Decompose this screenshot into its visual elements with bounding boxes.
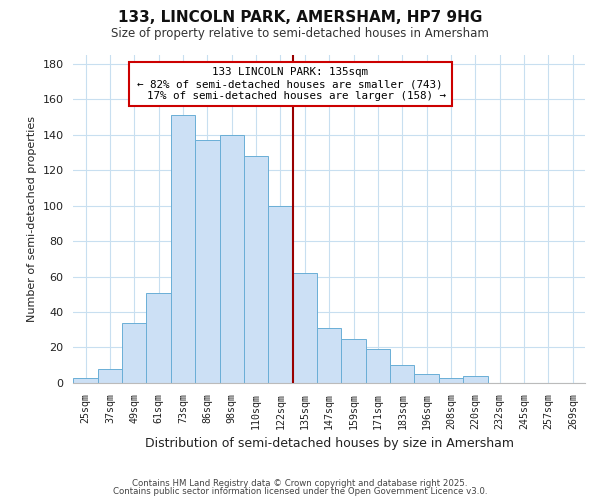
Text: Contains HM Land Registry data © Crown copyright and database right 2025.: Contains HM Land Registry data © Crown c… <box>132 478 468 488</box>
Bar <box>463 376 488 383</box>
Bar <box>415 374 439 383</box>
Bar <box>293 273 317 383</box>
Bar <box>366 350 390 383</box>
Text: 133, LINCOLN PARK, AMERSHAM, HP7 9HG: 133, LINCOLN PARK, AMERSHAM, HP7 9HG <box>118 10 482 25</box>
Bar <box>220 135 244 383</box>
Bar <box>98 369 122 383</box>
X-axis label: Distribution of semi-detached houses by size in Amersham: Distribution of semi-detached houses by … <box>145 437 514 450</box>
Text: Size of property relative to semi-detached houses in Amersham: Size of property relative to semi-detach… <box>111 28 489 40</box>
Text: Contains public sector information licensed under the Open Government Licence v3: Contains public sector information licen… <box>113 487 487 496</box>
Bar <box>341 338 366 383</box>
Bar <box>439 378 463 383</box>
Y-axis label: Number of semi-detached properties: Number of semi-detached properties <box>27 116 37 322</box>
Bar <box>171 116 195 383</box>
Bar <box>73 378 98 383</box>
Text: 133 LINCOLN PARK: 135sqm
← 82% of semi-detached houses are smaller (743)
  17% o: 133 LINCOLN PARK: 135sqm ← 82% of semi-d… <box>134 68 446 100</box>
Bar <box>195 140 220 383</box>
Bar <box>390 365 415 383</box>
Bar <box>317 328 341 383</box>
Bar <box>268 206 293 383</box>
Bar <box>122 322 146 383</box>
Bar <box>244 156 268 383</box>
Bar <box>146 292 171 383</box>
